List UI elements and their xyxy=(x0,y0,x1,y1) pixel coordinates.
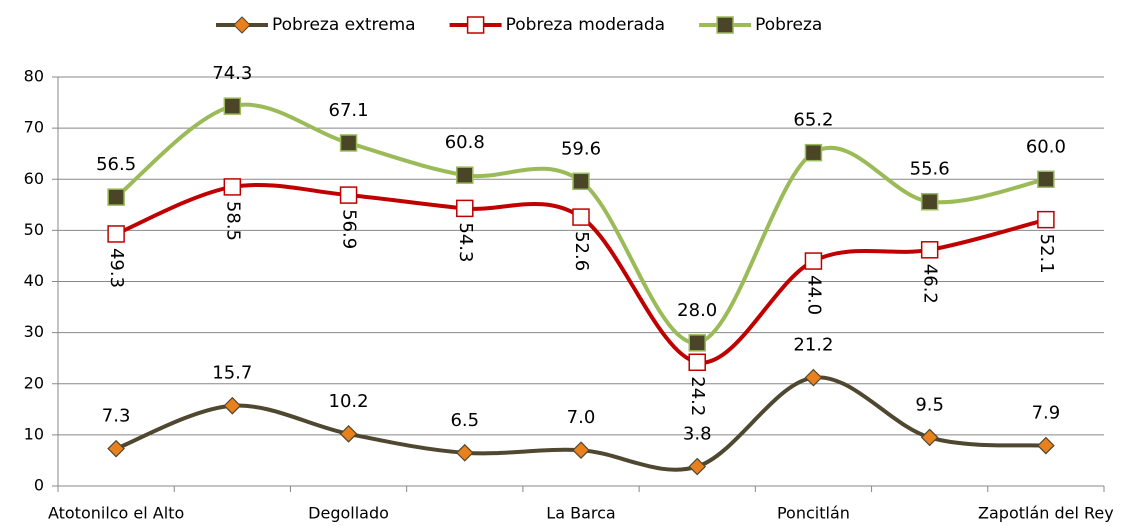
data-label: 21.2 xyxy=(793,335,833,356)
data-label: 28.0 xyxy=(677,300,717,321)
data-label: 67.1 xyxy=(329,100,369,121)
x-tick-label: Poncitlán xyxy=(777,504,850,523)
data-label: 44.0 xyxy=(803,275,824,315)
data-label: 46.2 xyxy=(920,264,941,304)
marker xyxy=(456,199,474,218)
marker xyxy=(223,97,242,115)
series-line xyxy=(114,102,1047,345)
series-line xyxy=(115,182,1047,365)
y-tick-label: 80 xyxy=(24,67,44,86)
marker xyxy=(455,443,474,462)
marker xyxy=(572,208,590,226)
marker xyxy=(920,428,939,447)
data-label: 54.3 xyxy=(455,222,476,262)
marker xyxy=(223,396,242,415)
legend-label: Pobreza xyxy=(755,15,822,35)
legend-label: Pobreza moderada xyxy=(506,15,665,35)
x-tick-label: Zapotlán del Rey xyxy=(978,504,1114,523)
data-label: 56.9 xyxy=(339,209,360,249)
marker xyxy=(339,134,358,152)
marker xyxy=(107,225,125,243)
marker xyxy=(688,457,707,476)
data-label: 52.6 xyxy=(571,231,592,271)
data-label: 59.6 xyxy=(561,138,601,159)
legend-marker xyxy=(233,16,251,34)
marker xyxy=(107,439,125,458)
data-label: 56.5 xyxy=(96,154,136,175)
y-tick-label: 0 xyxy=(34,476,44,495)
data-label: 58.5 xyxy=(222,201,243,241)
x-tick-label: Atotonilco el Alto xyxy=(48,504,184,523)
data-label: 3.8 xyxy=(683,424,712,445)
data-label: 7.0 xyxy=(567,407,596,428)
marker xyxy=(920,192,939,211)
data-label: 65.2 xyxy=(793,110,833,131)
data-label: 49.3 xyxy=(106,248,127,288)
y-tick-label: 10 xyxy=(24,424,44,443)
marker xyxy=(804,368,823,387)
marker xyxy=(339,186,358,204)
data-label: 74.3 xyxy=(212,63,252,84)
legend-marker xyxy=(466,16,485,34)
marker xyxy=(804,252,823,270)
marker xyxy=(1037,170,1055,188)
marker xyxy=(1037,210,1055,229)
y-tick-label: 50 xyxy=(24,220,44,239)
data-label: 24.2 xyxy=(687,376,708,416)
data-label: 60.8 xyxy=(445,132,485,153)
marker xyxy=(572,172,590,191)
marker xyxy=(572,441,590,460)
marker xyxy=(223,178,242,196)
data-label: 55.6 xyxy=(910,159,950,180)
marker xyxy=(920,241,939,259)
data-label: 7.9 xyxy=(1032,403,1061,424)
y-tick-label: 60 xyxy=(24,169,44,188)
y-tick-label: 70 xyxy=(24,118,44,137)
y-tick-label: 40 xyxy=(24,271,44,290)
marker xyxy=(339,425,358,443)
y-tick-label: 30 xyxy=(24,322,44,341)
data-label: 10.2 xyxy=(329,391,369,412)
marker xyxy=(804,143,823,162)
x-tick-label: Degollado xyxy=(308,504,389,523)
legend-marker xyxy=(716,16,734,34)
y-tick-label: 20 xyxy=(24,373,44,392)
legend-label: Pobreza extrema xyxy=(272,15,416,35)
marker xyxy=(107,188,125,206)
marker xyxy=(688,334,706,352)
data-label: 9.5 xyxy=(915,394,944,415)
data-label: 7.3 xyxy=(102,406,131,427)
marker xyxy=(688,353,706,372)
data-label: 6.5 xyxy=(450,410,479,431)
marker xyxy=(456,166,474,184)
data-label: 15.7 xyxy=(212,363,252,384)
data-label: 52.1 xyxy=(1036,234,1057,274)
data-label: 60.0 xyxy=(1026,136,1066,157)
x-tick-label: La Barca xyxy=(546,504,615,523)
marker xyxy=(1037,436,1055,455)
